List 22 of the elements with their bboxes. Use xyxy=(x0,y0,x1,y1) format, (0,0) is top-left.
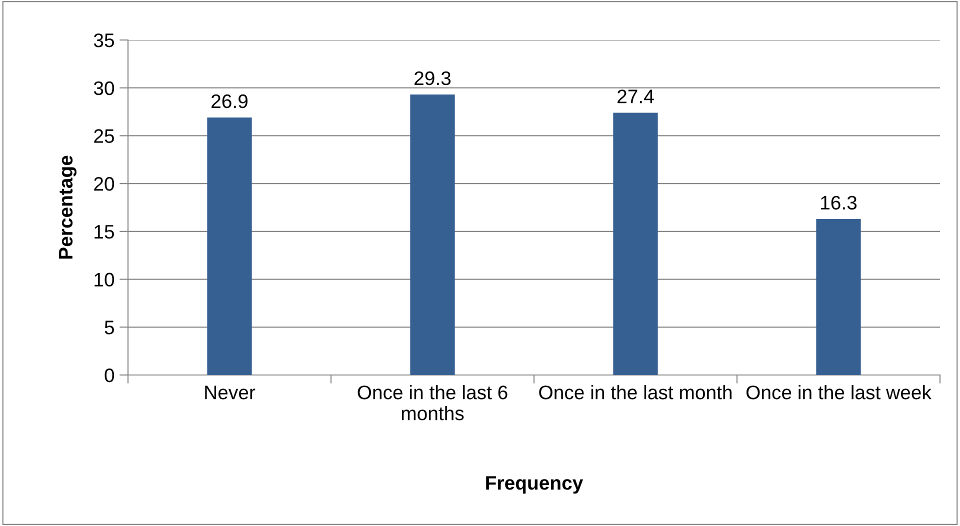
x-tick-label: Once in the last week xyxy=(746,385,932,400)
y-axis-title: Percentage xyxy=(59,156,77,259)
bar xyxy=(207,118,252,375)
y-tick-label: 0 xyxy=(104,368,114,382)
data-label: 26.9 xyxy=(212,94,248,108)
data-label: 27.4 xyxy=(618,90,654,104)
x-tick-label: Once in the last month xyxy=(539,385,732,400)
x-tick-label: Once in the last 6 months xyxy=(358,385,508,420)
y-tick-label: 10 xyxy=(94,272,114,287)
x-tick-label: Never xyxy=(205,386,256,400)
y-tick-label: 15 xyxy=(94,225,114,239)
bar xyxy=(410,94,455,375)
bar xyxy=(816,218,861,375)
y-tick-label: 20 xyxy=(94,177,114,191)
y-tick-label: 30 xyxy=(94,81,114,96)
y-tick-label: 5 xyxy=(104,320,114,334)
x-axis-title: Frequency xyxy=(486,476,584,494)
bar xyxy=(613,112,658,375)
data-label: 29.3 xyxy=(414,71,451,86)
y-tick-label: 25 xyxy=(94,129,114,143)
data-label: 16.3 xyxy=(821,196,857,210)
y-tick-label: 35 xyxy=(94,33,114,48)
